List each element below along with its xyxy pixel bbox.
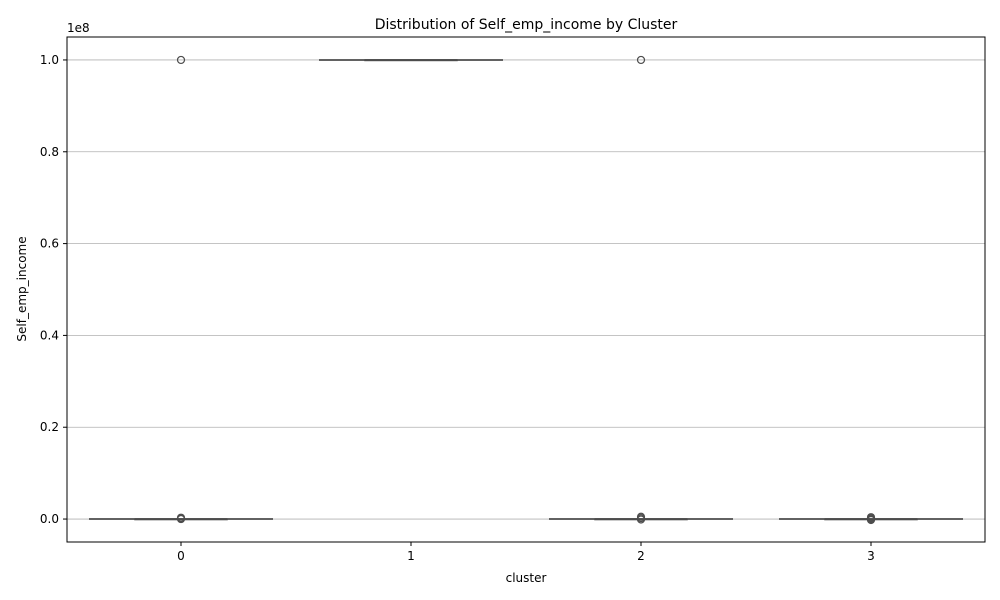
y-tick-label: 0.2 [40, 420, 59, 434]
y-tick-label: 0.4 [40, 328, 59, 342]
x-axis-label: cluster [506, 571, 547, 585]
x-tick-label: 1 [407, 549, 415, 563]
outlier-point [636, 55, 646, 65]
x-axis-ticks: 0 1 2 3 [177, 542, 875, 563]
y-axis-offset-label: 1e8 [67, 21, 90, 35]
y-axis-ticks: 0.0 0.2 0.4 0.6 0.8 1.0 [40, 53, 67, 526]
y-tick-label: 1.0 [40, 53, 59, 67]
y-tick-label: 0.0 [40, 512, 59, 526]
grid-lines [67, 59, 985, 520]
box-3 [779, 513, 963, 525]
outlier-point [176, 55, 186, 65]
y-tick-label: 0.8 [40, 145, 59, 159]
box-plots [89, 55, 963, 525]
chart-title: Distribution of Self_emp_income by Clust… [375, 17, 678, 33]
box-1 [319, 59, 503, 62]
outlier-point [636, 512, 646, 521]
outlier-point [176, 513, 186, 522]
y-tick-label: 0.6 [40, 237, 59, 251]
x-tick-label: 3 [867, 549, 875, 563]
outlier-point [866, 513, 876, 522]
box-0 [89, 55, 273, 524]
box-2 [549, 55, 733, 524]
y-axis-label: Self_emp_income [15, 236, 29, 341]
plot-frame [66, 36, 986, 543]
x-tick-label: 0 [177, 549, 185, 563]
x-tick-label: 2 [637, 549, 645, 563]
